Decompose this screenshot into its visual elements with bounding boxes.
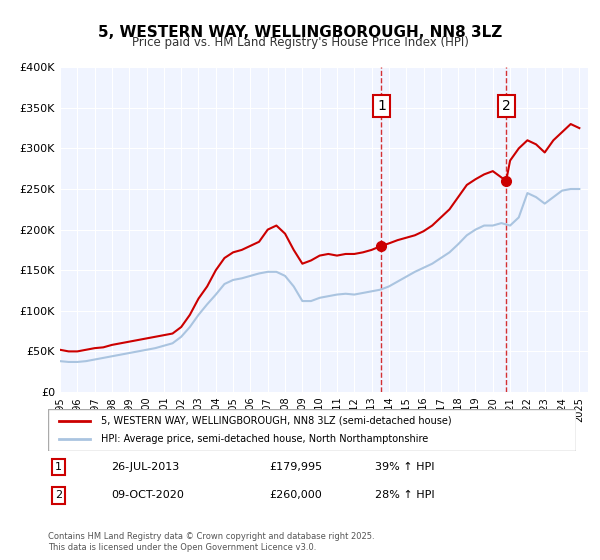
Text: 5, WESTERN WAY, WELLINGBOROUGH, NN8 3LZ: 5, WESTERN WAY, WELLINGBOROUGH, NN8 3LZ bbox=[98, 25, 502, 40]
Text: HPI: Average price, semi-detached house, North Northamptonshire: HPI: Average price, semi-detached house,… bbox=[101, 434, 428, 444]
FancyBboxPatch shape bbox=[48, 409, 576, 451]
Text: £260,000: £260,000 bbox=[270, 491, 323, 501]
Text: 1: 1 bbox=[55, 462, 62, 472]
Text: 09-OCT-2020: 09-OCT-2020 bbox=[112, 491, 184, 501]
Text: Contains HM Land Registry data © Crown copyright and database right 2025.
This d: Contains HM Land Registry data © Crown c… bbox=[48, 532, 374, 552]
Text: 28% ↑ HPI: 28% ↑ HPI bbox=[376, 491, 435, 501]
Text: 39% ↑ HPI: 39% ↑ HPI bbox=[376, 462, 435, 472]
Text: 2: 2 bbox=[55, 491, 62, 501]
Text: 1: 1 bbox=[377, 99, 386, 113]
Text: 5, WESTERN WAY, WELLINGBOROUGH, NN8 3LZ (semi-detached house): 5, WESTERN WAY, WELLINGBOROUGH, NN8 3LZ … bbox=[101, 416, 451, 426]
Text: Price paid vs. HM Land Registry's House Price Index (HPI): Price paid vs. HM Land Registry's House … bbox=[131, 36, 469, 49]
Text: 26-JUL-2013: 26-JUL-2013 bbox=[112, 462, 179, 472]
Text: £179,995: £179,995 bbox=[270, 462, 323, 472]
Text: 2: 2 bbox=[502, 99, 511, 113]
